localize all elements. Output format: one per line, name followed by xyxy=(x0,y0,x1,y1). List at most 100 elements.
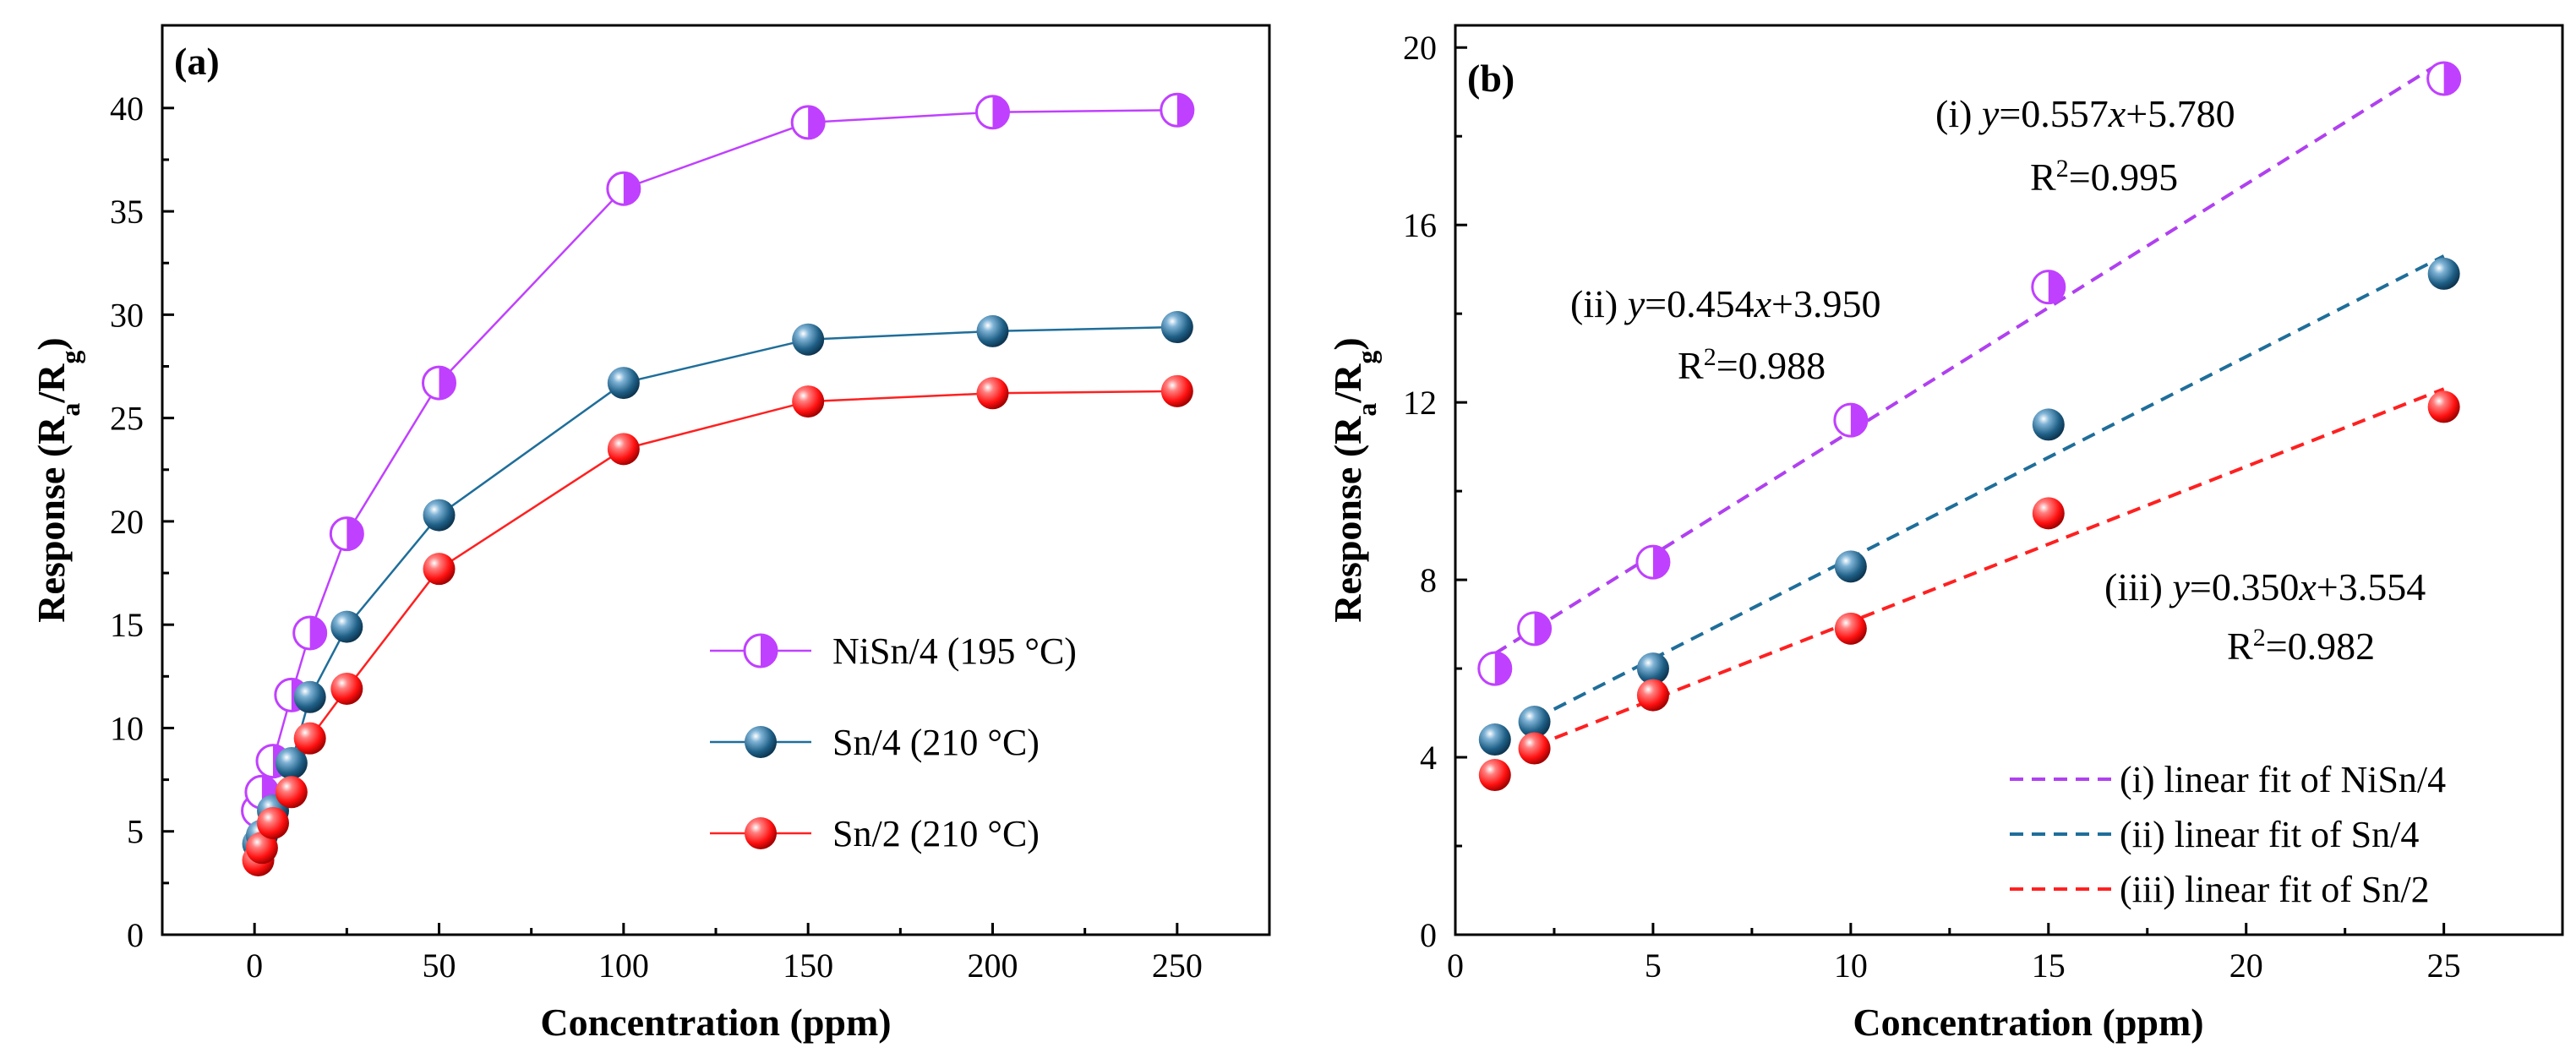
legend-marker-1-sphere xyxy=(745,726,777,758)
fit-eq-ii-intercept: +3.950 xyxy=(1771,282,1880,325)
data-point-s0-1 xyxy=(1517,611,1553,647)
fit-eq-ii-slope: =0.454 xyxy=(1645,282,1754,325)
fit-r2-iii-label: R xyxy=(2227,625,2253,668)
panel-a-y-axis-label: Response (Ra/Rg) xyxy=(30,337,85,622)
data-point-s0-6-half-fill xyxy=(439,367,456,400)
data-point-s2-0-sphere xyxy=(1478,759,1511,792)
y-tick-label: 8 xyxy=(1420,561,1437,599)
fit-r2-iii: R2=0.982 xyxy=(2227,624,2375,668)
data-point-s2-1 xyxy=(1518,732,1551,765)
data-point-s2-9-sphere xyxy=(976,377,1009,410)
legend-marker-2 xyxy=(745,817,777,849)
data-point-s2-2 xyxy=(1636,679,1669,712)
panel-a-y-label-main: Response (R xyxy=(30,416,73,623)
data-point-s1-0 xyxy=(1478,723,1511,756)
data-point-s1-7 xyxy=(607,367,640,400)
data-point-s2-4 xyxy=(2032,497,2065,530)
data-point-s1-6 xyxy=(423,499,456,532)
data-point-s2-3-sphere xyxy=(1834,612,1867,645)
data-point-s2-3 xyxy=(275,776,308,809)
data-point-s1-3 xyxy=(1834,550,1867,583)
data-point-s1-9-sphere xyxy=(976,314,1009,347)
panel-a: 0 50 100 150 200 250 0 5 10 15 20 25 30 35 40 (a) Conc… xyxy=(30,24,1271,1044)
data-point-s2-6 xyxy=(423,553,456,586)
panel-b-y-label-sub-g: g xyxy=(1351,351,1382,364)
panel-a-legend: NiSn/4 (195 °C) Sn/4 (210 °C) Sn/2 (210 °C… xyxy=(710,630,1077,854)
data-point-s1-5 xyxy=(330,610,363,643)
data-point-s2-4-sphere xyxy=(2032,497,2065,530)
data-point-s1-10 xyxy=(1160,311,1193,344)
y-tick-label: 10 xyxy=(110,709,144,747)
panel-b-y-label-mid: /R xyxy=(1326,363,1369,404)
panel-a-x-axis-label: Concentration (ppm) xyxy=(540,1001,891,1044)
legend-label: Sn/2 (210 °C) xyxy=(832,813,1040,854)
data-point-s2-4-sphere xyxy=(293,722,326,755)
y-tick-label: 15 xyxy=(110,606,144,644)
x-tick-label: 250 xyxy=(1152,947,1203,985)
panel-b-label: (b) xyxy=(1467,57,1514,100)
data-point-s0-2 xyxy=(1635,544,1671,580)
data-point-s2-0 xyxy=(1478,759,1511,792)
panel-a-label: (a) xyxy=(174,40,220,83)
panel-b-legend: (i) linear fit of NiSn/4 (ii) linear fit … xyxy=(2010,759,2446,910)
fit-legend-label: (iii) linear fit of Sn/2 xyxy=(2120,869,2430,910)
fit-equation-iii: (iii) y=0.350x+3.554 xyxy=(2104,565,2426,608)
data-point-s0-8 xyxy=(790,105,826,140)
fit-r2-i: R2=0.995 xyxy=(2030,155,2178,199)
data-point-s2-5-sphere xyxy=(330,672,363,705)
y-tick-label: 4 xyxy=(1420,739,1437,777)
data-point-s0-4-half-fill xyxy=(2048,270,2065,303)
data-point-s1-4 xyxy=(2032,408,2065,441)
x-tick-label: 0 xyxy=(1447,947,1464,985)
x-tick-label: 200 xyxy=(968,947,1018,985)
fit-line-2 xyxy=(1533,387,2445,748)
series-line-1 xyxy=(257,325,1177,844)
fit-legend-item-0: (i) linear fit of NiSn/4 xyxy=(2010,759,2446,800)
data-point-s2-10 xyxy=(1160,374,1193,407)
fit-legend-item-2: (iii) linear fit of Sn/2 xyxy=(2010,869,2430,910)
data-point-s0-5 xyxy=(329,516,364,552)
data-point-s0-4 xyxy=(292,615,328,651)
data-point-s0-7-half-fill xyxy=(623,172,640,205)
data-point-s1-3-sphere xyxy=(275,747,308,780)
fit-equation-ii: (ii) y=0.454x+3.950 xyxy=(1570,282,1880,325)
x-tick-label: 10 xyxy=(1834,947,1868,985)
data-point-s0-8-half-fill xyxy=(808,106,825,139)
data-point-s1-5-sphere xyxy=(330,610,363,643)
y-tick-label: 20 xyxy=(110,503,144,541)
fit-r2-i-value: =0.995 xyxy=(2069,156,2178,199)
data-point-s2-1 xyxy=(245,832,278,865)
data-point-s1-0-sphere xyxy=(1478,723,1511,756)
data-point-s1-1 xyxy=(1518,706,1551,739)
fit-r2-iii-value: =0.982 xyxy=(2266,625,2375,668)
legend-marker-1 xyxy=(745,726,777,758)
data-point-s2-5-sphere xyxy=(2427,390,2460,423)
x-tick-label: 5 xyxy=(1645,947,1662,985)
data-point-s0-1-half-fill xyxy=(1534,612,1551,645)
fit-eq-ii-x: x xyxy=(1754,282,1772,325)
data-point-s0-5-half-fill xyxy=(347,517,363,550)
data-point-s0-10 xyxy=(1160,92,1195,128)
data-point-s0-0-half-fill xyxy=(1494,652,1511,685)
legend-item-0: NiSn/4 (195 °C) xyxy=(710,630,1077,672)
data-point-s1-3 xyxy=(275,747,308,780)
data-point-s2-8 xyxy=(792,385,825,418)
data-point-s2-2-sphere xyxy=(257,806,289,839)
data-point-s0-3 xyxy=(1833,402,1869,438)
data-point-s2-3 xyxy=(1834,612,1867,645)
panel-b-y-label-sub-a: a xyxy=(1351,403,1382,417)
fit-r2-ii: R2=0.988 xyxy=(1678,343,1826,388)
y-tick-label: 30 xyxy=(110,296,144,334)
fit-r2-ii-exp: 2 xyxy=(1704,343,1716,371)
panel-b-y-label-end: ) xyxy=(1326,337,1369,350)
legend-item-2: Sn/2 (210 °C) xyxy=(710,813,1040,854)
y-tick-label: 20 xyxy=(1403,29,1437,67)
fit-eq-i-slope: =0.557 xyxy=(1999,92,2108,135)
data-point-s2-10-sphere xyxy=(1160,374,1193,407)
y-tick-label: 0 xyxy=(1420,916,1437,954)
data-point-s1-5-sphere xyxy=(2427,257,2460,290)
fit-line-1 xyxy=(1533,254,2445,721)
x-tick-label: 25 xyxy=(2427,947,2461,985)
y-tick-label: 35 xyxy=(110,193,144,231)
